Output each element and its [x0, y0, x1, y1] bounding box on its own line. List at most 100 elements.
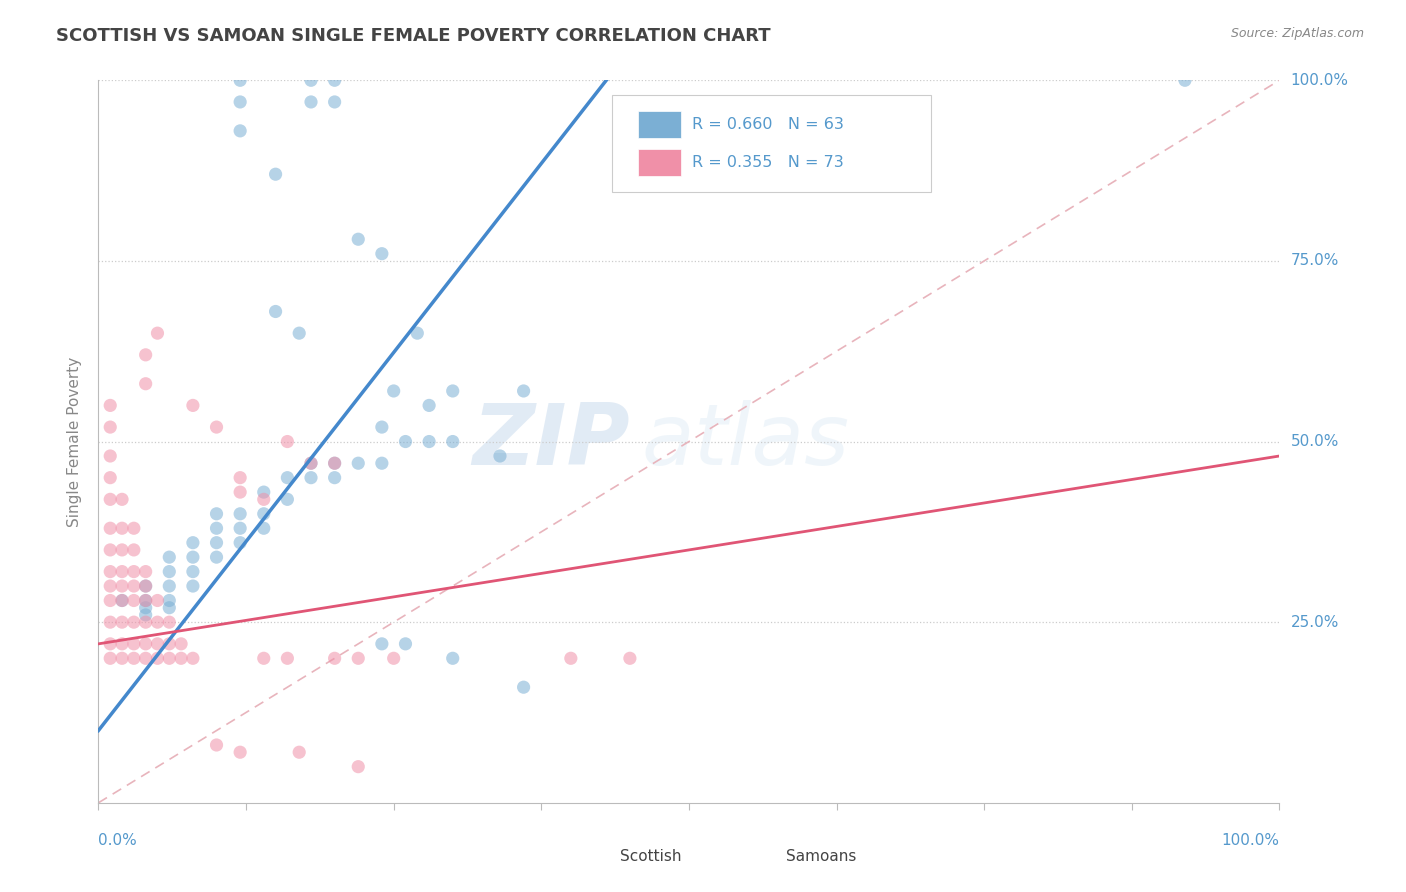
Point	[135, 615, 157, 630]
Point	[135, 348, 157, 362]
Point	[229, 470, 252, 484]
Point	[135, 651, 157, 665]
Point	[157, 550, 180, 565]
Point	[181, 535, 204, 549]
Point	[170, 637, 193, 651]
Point	[135, 376, 157, 391]
Point	[347, 456, 370, 470]
Point	[111, 542, 134, 557]
Point	[489, 449, 512, 463]
Text: R = 0.355   N = 73: R = 0.355 N = 73	[693, 155, 844, 170]
Point	[299, 95, 322, 109]
Point	[205, 535, 228, 549]
Point	[135, 579, 157, 593]
Point	[157, 565, 180, 579]
Point	[111, 615, 134, 630]
Text: SCOTTISH VS SAMOAN SINGLE FEMALE POVERTY CORRELATION CHART: SCOTTISH VS SAMOAN SINGLE FEMALE POVERTY…	[56, 27, 770, 45]
Point	[135, 593, 157, 607]
Point	[205, 420, 228, 434]
Point	[98, 521, 121, 535]
Point	[371, 637, 394, 651]
Point	[371, 420, 394, 434]
Point	[98, 565, 121, 579]
Text: 25.0%: 25.0%	[1291, 615, 1339, 630]
Point	[146, 326, 169, 340]
Point	[146, 637, 169, 651]
Point	[512, 384, 534, 398]
Text: 50.0%: 50.0%	[1291, 434, 1339, 449]
Point	[157, 600, 180, 615]
Point	[170, 651, 193, 665]
Point	[111, 593, 134, 607]
Point	[276, 434, 298, 449]
Y-axis label: Single Female Poverty: Single Female Poverty	[67, 357, 83, 526]
Point	[418, 398, 440, 412]
Point	[406, 326, 429, 340]
Point	[111, 521, 134, 535]
Point	[205, 738, 228, 752]
Point	[288, 326, 311, 340]
Point	[394, 637, 416, 651]
Point	[253, 507, 276, 521]
Point	[98, 615, 121, 630]
Point	[253, 521, 276, 535]
Point	[122, 593, 145, 607]
Point	[371, 456, 394, 470]
Point	[347, 760, 370, 774]
Point	[347, 651, 370, 665]
Point	[323, 456, 346, 470]
Point	[122, 579, 145, 593]
Point	[98, 637, 121, 651]
Point	[229, 485, 252, 500]
Point	[323, 470, 346, 484]
Point	[253, 485, 276, 500]
Point	[229, 73, 252, 87]
Text: R = 0.660   N = 63: R = 0.660 N = 63	[693, 117, 845, 132]
Point	[111, 637, 134, 651]
Point	[441, 384, 464, 398]
Point	[229, 124, 252, 138]
Point	[122, 565, 145, 579]
FancyBboxPatch shape	[612, 95, 931, 193]
Point	[135, 593, 157, 607]
Point	[394, 434, 416, 449]
Text: Samoans: Samoans	[786, 849, 856, 864]
Point	[299, 73, 322, 87]
Point	[441, 651, 464, 665]
Point	[229, 535, 252, 549]
Point	[1174, 73, 1197, 87]
Point	[276, 651, 298, 665]
Point	[288, 745, 311, 759]
Point	[441, 434, 464, 449]
Point	[299, 456, 322, 470]
Point	[264, 304, 287, 318]
Point	[347, 232, 370, 246]
Point	[382, 651, 405, 665]
Point	[253, 651, 276, 665]
Point	[98, 579, 121, 593]
Point	[229, 507, 252, 521]
Point	[253, 492, 276, 507]
Point	[205, 521, 228, 535]
Text: 75.0%: 75.0%	[1291, 253, 1339, 268]
Text: Scottish: Scottish	[620, 849, 682, 864]
Point	[98, 420, 121, 434]
Text: Source: ZipAtlas.com: Source: ZipAtlas.com	[1230, 27, 1364, 40]
Text: 100.0%: 100.0%	[1222, 833, 1279, 848]
Point	[98, 470, 121, 484]
Point	[382, 384, 405, 398]
Point	[299, 470, 322, 484]
Point	[111, 565, 134, 579]
Point	[111, 579, 134, 593]
Text: ZIP: ZIP	[472, 400, 630, 483]
Point	[135, 637, 157, 651]
Point	[122, 651, 145, 665]
Point	[205, 507, 228, 521]
Point	[135, 607, 157, 622]
Point	[181, 550, 204, 565]
Point	[560, 651, 582, 665]
Point	[135, 600, 157, 615]
Point	[111, 593, 134, 607]
Point	[157, 637, 180, 651]
Point	[135, 565, 157, 579]
